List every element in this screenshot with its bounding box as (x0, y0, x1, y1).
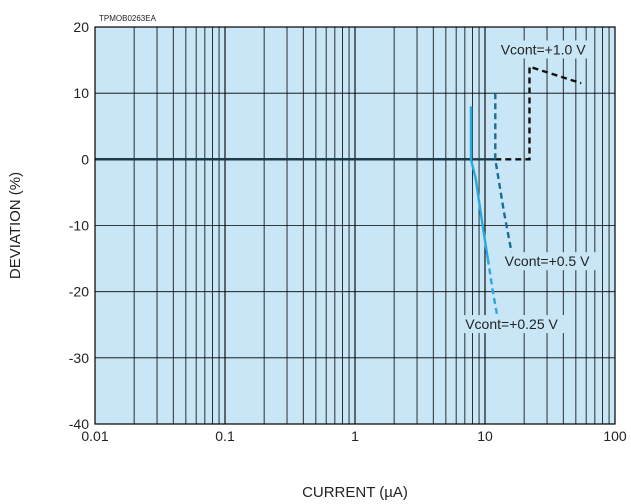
x-tick-label: 1 (351, 428, 359, 444)
x-tick-label: 10 (477, 428, 493, 444)
series-1-dashed-line (495, 65, 582, 161)
x-tick-label: 0.01 (81, 428, 108, 444)
y-axis-label: DEVIATION (%) (7, 172, 24, 279)
x-tick-label: 100 (603, 428, 627, 444)
data-series (95, 65, 582, 319)
annotation-background (497, 252, 597, 271)
grid-lines (95, 27, 615, 424)
series-annotation: Vcont=+1.0 V (501, 41, 587, 57)
x-axis-label: CURRENT (µA) (302, 484, 408, 501)
series-3-dashed-line (486, 258, 499, 319)
y-tick-label: -30 (69, 350, 89, 366)
annotation-background (493, 40, 593, 59)
y-tick-label: -20 (69, 284, 89, 300)
y-tick-label: 0 (81, 151, 89, 167)
series-annotation: Vcont=+0.5 V (505, 253, 591, 269)
series-2-dashed-line (494, 93, 513, 253)
y-tick-label: -40 (69, 416, 89, 432)
x-tick-label: 0.1 (215, 428, 235, 444)
series-3-solid-line (469, 106, 489, 259)
y-tick-label: 20 (73, 19, 89, 35)
y-tick-label: -10 (69, 218, 89, 234)
series-annotations: Vcont=+1.0 V Vcont=+0.5 V Vcont=+0.25 V (458, 40, 597, 334)
y-tick-label: 10 (73, 85, 89, 101)
plot-area-frame (94, 26, 616, 425)
annotation-background (458, 315, 565, 334)
series-annotation: Vcont=+0.25 V (465, 316, 558, 332)
figure-code: TPMOB0263EA (99, 14, 157, 23)
